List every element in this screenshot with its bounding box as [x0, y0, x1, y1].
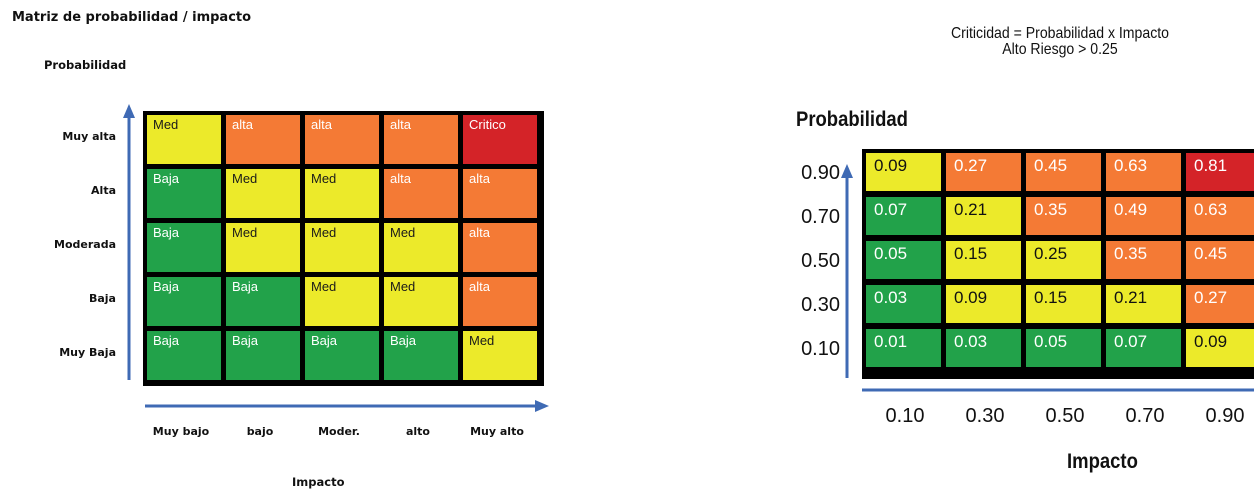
left-matrix-row-label: Baja: [88, 292, 116, 305]
right-matrix-column-label: 0.50: [1045, 405, 1085, 427]
right-matrix-cell: 0.49: [1106, 197, 1181, 235]
left-matrix-cell: Med: [305, 223, 379, 272]
left-x-axis-arrow: [145, 400, 549, 412]
left-matrix-title: Matriz de probabilidad / impacto: [12, 10, 252, 25]
right-matrix-row-label: 0.70: [801, 206, 840, 228]
formula-line-2: Alto Riesgo > 0.25: [1002, 41, 1118, 58]
right-matrix-cell: 0.21: [946, 197, 1021, 235]
left-matrix-cell: Baja: [226, 277, 300, 326]
criticality-formula: Criticidad = Probabilidad x Impacto Alto…: [902, 26, 1219, 58]
right-matrix-cell: 0.21: [1106, 285, 1181, 323]
left-y-axis-label: Probabilidad: [44, 58, 127, 72]
left-matrix-column-label: alto: [405, 425, 430, 438]
right-matrix-cell: 0.45: [1026, 153, 1101, 191]
left-matrix-cell: alta: [463, 223, 537, 272]
right-x-axis-line: [862, 388, 1254, 392]
right-matrix-cell: 0.09: [946, 285, 1021, 323]
left-matrix-cell: Baja: [147, 331, 221, 380]
left-matrix-row-label: Moderada: [54, 238, 116, 251]
left-matrix-cell: alta: [463, 169, 537, 218]
right-y-axis-label: Probabilidad: [796, 108, 908, 131]
left-matrix-cell: Med: [305, 169, 379, 218]
left-matrix-column-label: Moder.: [318, 425, 360, 438]
left-matrix-cell: Critico: [463, 115, 537, 164]
left-matrix-cell: alta: [305, 115, 379, 164]
right-matrix-row-label: 0.50: [801, 250, 840, 272]
right-matrix-cell: 0.35: [1026, 197, 1101, 235]
left-matrix-cell: Med: [226, 169, 300, 218]
right-matrix-cell: 0.25: [1026, 241, 1101, 279]
left-matrix-cell: Med: [384, 277, 458, 326]
right-matrix-cell: 0.09: [866, 153, 941, 191]
left-matrix-cell: alta: [226, 115, 300, 164]
left-matrix-cell: Med: [384, 223, 458, 272]
left-matrix-column-label: Muy bajo: [152, 425, 210, 438]
right-matrix-column-label: 0.10: [885, 405, 925, 427]
right-x-axis-label: Impacto: [1067, 450, 1138, 473]
left-matrix-column-label: Muy alto: [470, 425, 524, 438]
right-matrix-cell: 0.07: [1106, 329, 1181, 367]
right-matrix-cell: 0.05: [1026, 329, 1101, 367]
right-matrix-cell: 0.07: [866, 197, 941, 235]
right-matrix-row-label: 0.90: [801, 162, 840, 184]
left-matrix-cell: Med: [147, 115, 221, 164]
right-y-axis-arrow: [841, 164, 853, 378]
right-matrix-cell: 0.27: [946, 153, 1021, 191]
left-y-axis-arrow: [123, 104, 135, 380]
left-matrix-row-label: Alta: [91, 184, 116, 197]
right-matrix-row-label: 0.10: [801, 338, 840, 360]
left-matrix-cell: alta: [463, 277, 537, 326]
right-matrix-cell: 0.01: [866, 329, 941, 367]
right-matrix-cell: 0.09: [1186, 329, 1254, 367]
left-matrix-row-label: Muy Baja: [59, 346, 116, 359]
formula-line-1: Criticidad = Probabilidad x Impacto: [951, 25, 1169, 42]
left-matrix-cell: Med: [305, 277, 379, 326]
left-matrix-cell: Baja: [226, 331, 300, 380]
right-matrix-cell: 0.45: [1186, 241, 1254, 279]
right-matrix-cell: 0.15: [1026, 285, 1101, 323]
left-matrix-cell: alta: [384, 169, 458, 218]
left-x-axis-label: Impacto: [292, 475, 345, 489]
right-matrix-cell: 0.03: [946, 329, 1021, 367]
right-matrix-cell: 0.35: [1106, 241, 1181, 279]
left-matrix-cell: Baja: [384, 331, 458, 380]
right-matrix-cell: 0.81: [1186, 153, 1254, 191]
left-matrix-column-label: bajo: [246, 425, 274, 438]
left-matrix-cell: alta: [384, 115, 458, 164]
left-matrix-cell: Baja: [147, 277, 221, 326]
right-matrix-cell: 0.03: [866, 285, 941, 323]
right-matrix-cell: 0.15: [946, 241, 1021, 279]
right-risk-grid: 0.09 0.27 0.45 0.63 0.81 0.07 0.21 0.35 0.49 0.63…: [862, 149, 1254, 379]
left-matrix-cell: Baja: [147, 169, 221, 218]
right-matrix-column-label: 0.70: [1125, 405, 1165, 427]
right-matrix-row-label: 0.30: [801, 294, 840, 316]
right-matrix-column-label: 0.30: [965, 405, 1005, 427]
left-risk-grid: Med alta alta alta Critico Baja Med Med alta alta…: [143, 111, 544, 386]
right-matrix-cell: 0.05: [866, 241, 941, 279]
left-matrix-cell: Med: [226, 223, 300, 272]
left-matrix-cell: Baja: [147, 223, 221, 272]
right-matrix-cell: 0.63: [1106, 153, 1181, 191]
left-matrix-cell: Baja: [305, 331, 379, 380]
right-matrix-cell: 0.63: [1186, 197, 1254, 235]
left-matrix-row-label: Muy alta: [62, 130, 116, 143]
left-matrix-cell: Med: [463, 331, 537, 380]
right-matrix-cell: 0.27: [1186, 285, 1254, 323]
right-matrix-column-label: 0.90: [1205, 405, 1245, 427]
